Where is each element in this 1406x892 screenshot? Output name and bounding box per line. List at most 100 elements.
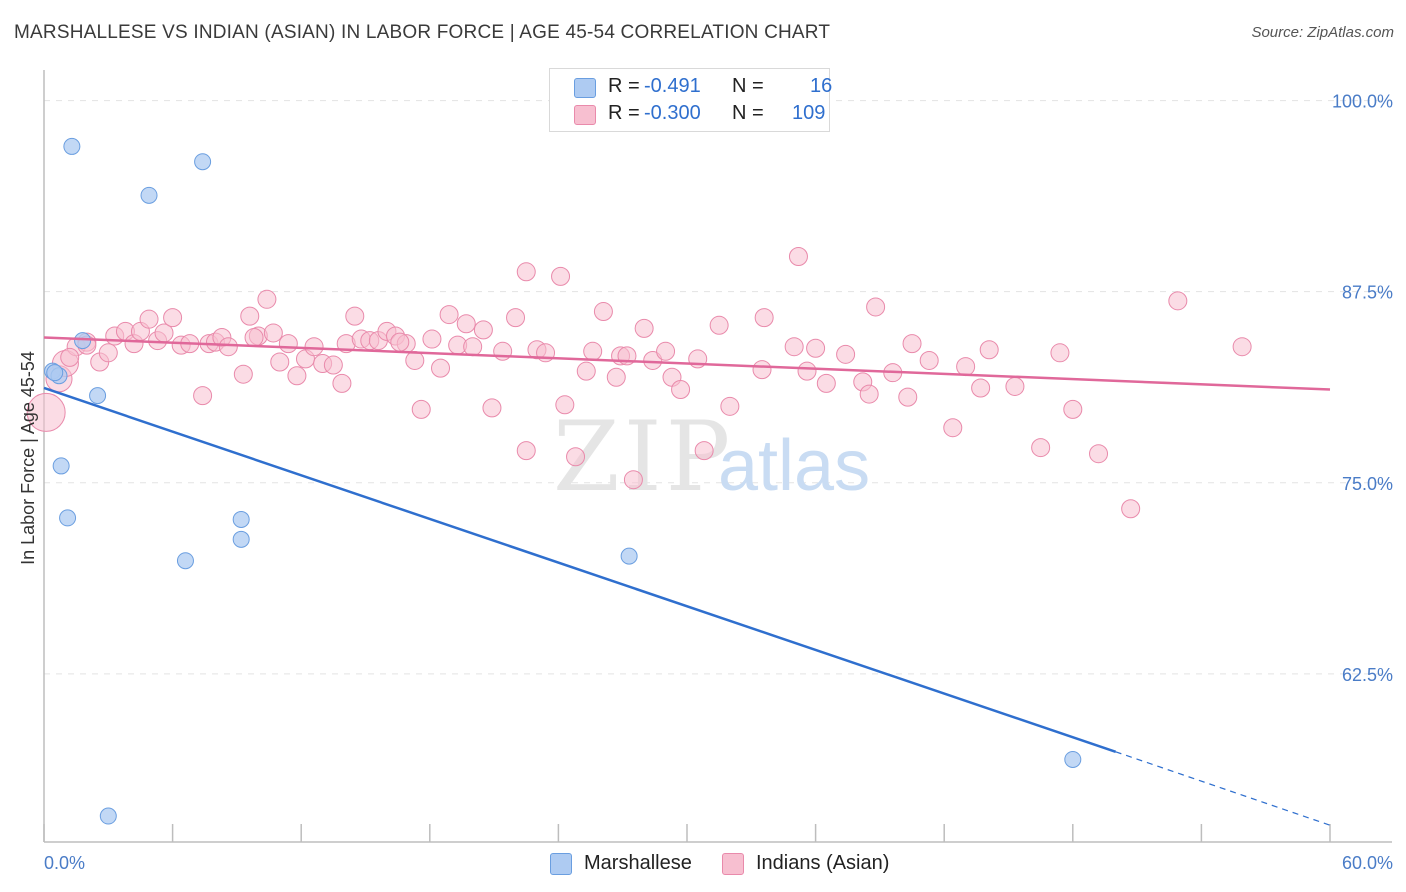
indians-asian-point	[304, 337, 324, 357]
indians-asian-point	[898, 387, 918, 407]
indians-asian-point	[493, 341, 513, 361]
indians-asian-point	[555, 395, 575, 415]
indians-asian-point	[345, 306, 365, 326]
indians-asian-point	[551, 266, 571, 286]
indians-asian-points	[26, 247, 1252, 519]
indians-asian-point	[979, 340, 999, 360]
indians-asian-point	[473, 320, 493, 340]
indians-asian-point	[634, 318, 654, 338]
indians-asian-point	[332, 373, 352, 393]
indians-asian-point	[193, 386, 213, 406]
indians-asian-point	[482, 398, 502, 418]
indians-asian-point	[643, 350, 663, 370]
indians-asian-point	[784, 337, 804, 357]
indians-asian-point	[971, 378, 991, 398]
indians-asian-point	[270, 352, 290, 372]
indians-asian-point	[1031, 438, 1051, 458]
indians-asian-point	[1121, 499, 1141, 519]
indians-asian-point	[516, 262, 536, 282]
indians-asian-point	[1005, 376, 1025, 396]
y-axis-label: In Labor Force | Age 45-54	[18, 351, 38, 565]
marshallese-point	[176, 552, 194, 570]
indians-asian-point	[323, 355, 343, 375]
indians-asian-point	[516, 441, 536, 461]
indians-asian-point	[411, 399, 431, 419]
indians-asian-point	[240, 306, 260, 326]
y-tick-label: 62.5%	[1342, 665, 1393, 685]
indians-asian-point	[709, 315, 729, 335]
indians-asian-point	[919, 350, 939, 370]
indians-asian-point	[263, 323, 283, 343]
indians-asian-point	[1089, 444, 1109, 464]
indians-asian-point	[816, 373, 836, 393]
indians-asian-point	[1063, 399, 1083, 419]
indians-asian-point	[233, 364, 253, 384]
legend-label-indians: Indians (Asian)	[756, 852, 890, 874]
legend-n-value: 16	[810, 75, 833, 97]
indians-asian-point	[788, 247, 808, 267]
indians-asian-point	[797, 361, 817, 381]
y-tick-label: 75.0%	[1342, 474, 1393, 494]
marshallese-point	[63, 137, 81, 155]
indians-asian-point	[1232, 337, 1252, 357]
indians-asian-point	[1168, 291, 1188, 311]
indians-asian-point	[566, 447, 586, 467]
marshallese-point	[620, 547, 638, 565]
legend-r-value: -0.491	[644, 75, 701, 97]
x-tick-label-max: 60.0%	[1342, 853, 1393, 873]
x-tick-label-min: 0.0%	[44, 853, 85, 873]
marshallese-trend-extension	[1115, 751, 1331, 826]
marshallese-point	[232, 530, 250, 548]
indians-asian-point	[671, 380, 691, 400]
indians-asian-point	[139, 309, 159, 329]
indians-asian-point	[218, 337, 238, 357]
indians-asian-point	[623, 470, 643, 490]
marshallese-points	[44, 137, 1082, 825]
legend-n-label: N =	[732, 75, 764, 97]
indians-asian-point	[390, 332, 410, 352]
indians-asian-point	[754, 308, 774, 328]
y-tick-labels: 62.5% 75.0% 87.5% 100.0%	[1332, 92, 1393, 685]
legend-swatch-pink	[574, 105, 596, 125]
indians-asian-trend-line	[43, 336, 1331, 391]
indians-asian-point	[439, 305, 459, 325]
indians-asian-point	[26, 392, 66, 432]
legend-swatch-pink	[722, 853, 744, 875]
indians-asian-point	[902, 334, 922, 354]
marshallese-point	[59, 509, 77, 527]
indians-asian-point	[456, 314, 476, 334]
indians-asian-point	[859, 384, 879, 404]
indians-asian-point	[278, 334, 298, 354]
trend-lines	[43, 336, 1331, 826]
legend-n-value: 109	[792, 102, 826, 124]
marshallese-point	[194, 153, 212, 171]
y-tick-label: 100.0%	[1332, 92, 1393, 112]
watermark-atlas: atlas	[718, 426, 870, 506]
indians-asian-point	[463, 337, 483, 357]
indians-asian-point	[583, 341, 603, 361]
indians-asian-point	[752, 360, 772, 380]
axes	[43, 70, 1392, 843]
indians-asian-point	[576, 361, 596, 381]
legend-r-label: R =	[608, 102, 640, 124]
indians-asian-point	[244, 328, 264, 348]
legend-swatch-blue	[550, 853, 572, 875]
legend-r-value: -0.300	[644, 102, 701, 124]
indians-asian-point	[422, 329, 442, 349]
indians-asian-point	[836, 344, 856, 364]
legend-swatch-blue	[574, 78, 596, 98]
indians-asian-point	[606, 367, 626, 387]
indians-asian-point	[60, 347, 80, 367]
source-label: Source: ZipAtlas.com	[1251, 24, 1394, 41]
marshallese-point	[74, 332, 92, 350]
legend-label-marshallese: Marshallese	[584, 852, 692, 874]
indians-asian-point	[593, 302, 613, 322]
indians-asian-point	[163, 308, 183, 328]
legend-r-label: R =	[608, 75, 640, 97]
marshallese-point	[232, 510, 250, 528]
indians-asian-point	[287, 366, 307, 386]
marshallese-point	[89, 387, 107, 405]
indians-asian-point	[656, 341, 676, 361]
chart-title: MARSHALLESE VS INDIAN (ASIAN) IN LABOR F…	[14, 22, 831, 43]
